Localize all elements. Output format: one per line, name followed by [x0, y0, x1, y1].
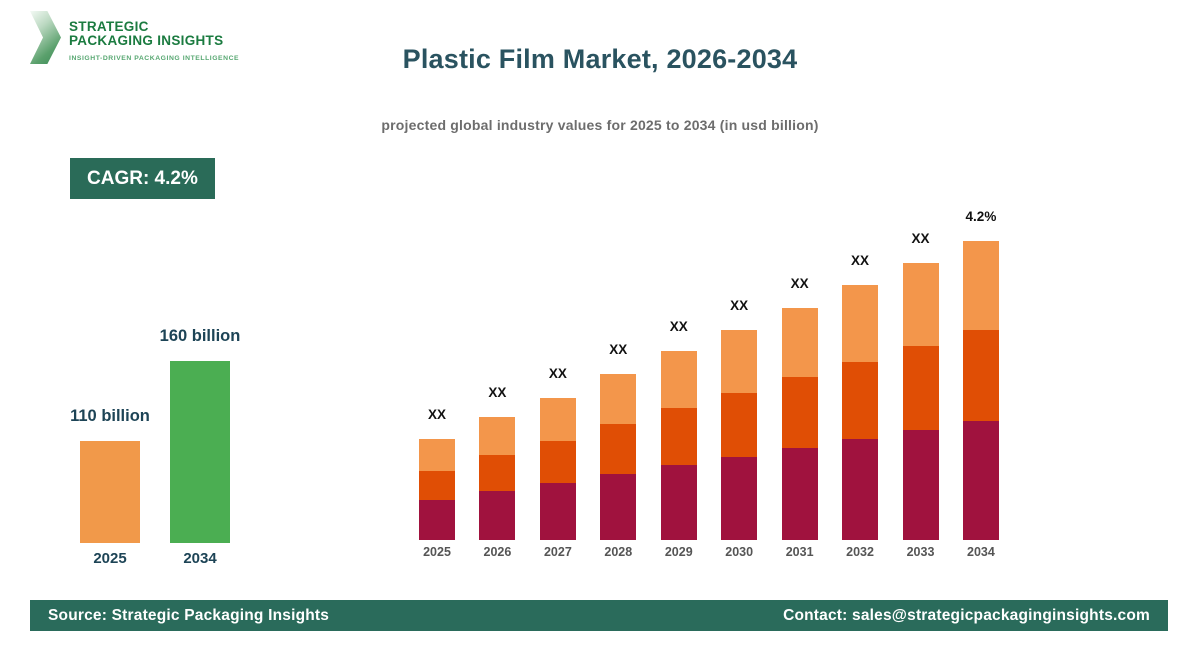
stacked-segment-middle-2025	[419, 471, 455, 500]
stacked-year-label-2034: 2034	[967, 545, 995, 559]
stacked-segment-top-2034	[962, 241, 999, 330]
stacked-year-label-2026: 2026	[483, 545, 512, 559]
stacked-segment-top-2031	[781, 308, 818, 377]
stacked-bar-area-2029: XX	[660, 205, 697, 540]
stacked-segment-top-2027	[539, 398, 576, 441]
logo-line-1: STRATEGIC	[69, 19, 149, 34]
stacked-bar-top-label-2026: XX	[488, 385, 507, 400]
summary-bar-area-2025: 110 billion	[70, 323, 150, 543]
stacked-segment-bottom-2031	[781, 448, 818, 540]
cagr-badge: CAGR: 4.2%	[70, 158, 215, 199]
stacked-segment-top-2032	[842, 285, 879, 362]
stacked-segment-bottom-2029	[660, 465, 697, 540]
stacked-bar-area-2031: XX	[781, 205, 818, 540]
stacked-bar-group-2034: 4.2% 2034	[962, 205, 999, 559]
stacked-bar-area-2028: XX	[600, 205, 637, 540]
stacked-segment-middle-2033	[902, 346, 939, 430]
stacked-segment-middle-2028	[600, 424, 637, 474]
stacked-bar-top-label-2030: XX	[730, 298, 749, 313]
stacked-segment-bottom-2030	[721, 457, 758, 540]
stacked-segment-middle-2026	[479, 455, 516, 491]
stacked-bar-top-label-2031: XX	[790, 276, 809, 291]
stacked-year-label-2025: 2025	[423, 545, 451, 559]
summary-year-label-2034: 2034	[183, 550, 217, 567]
page-subtitle: projected global industry values for 202…	[381, 117, 819, 133]
stacked-segment-top-2030	[721, 330, 758, 393]
stacked-bar-group-2032: XX 2032	[842, 205, 879, 559]
stacked-year-label-2029: 2029	[664, 545, 693, 559]
footer-source-text: Source: Strategic Packaging Insights	[48, 606, 330, 624]
stacked-bar-group-2031: XX 2031	[781, 205, 818, 559]
stacked-year-label-2031: 2031	[785, 545, 814, 559]
stacked-year-label-2033: 2033	[906, 545, 935, 559]
stacked-bar-area-2032: XX	[842, 205, 879, 540]
stacked-segment-middle-2031	[781, 377, 818, 448]
stacked-segment-top-2025	[419, 439, 455, 471]
stacked-bar-top-label-2029: XX	[669, 319, 688, 334]
page-title: Plastic Film Market, 2026-2034	[402, 44, 798, 74]
footer-bar: Source: Strategic Packaging Insights Con…	[30, 600, 1168, 631]
stacked-segment-bottom-2032	[842, 439, 879, 540]
stacked-segment-top-2029	[660, 351, 697, 408]
stacked-bar-chart: XX 2025 XX 2026 XX 2027 XX 2028 XX 2029 XX 2030 XX 20…	[419, 205, 999, 559]
stacked-bar-top-label-2034: 4.2%	[965, 209, 997, 224]
stacked-bar-area-2026: XX	[479, 205, 516, 540]
stacked-bar-top-label-2033: XX	[911, 231, 930, 246]
stacked-bar-area-2030: XX	[721, 205, 758, 540]
stacked-segment-top-2026	[479, 417, 516, 455]
stacked-bar-group-2025: XX 2025	[419, 205, 455, 559]
stacked-segment-middle-2027	[539, 441, 576, 483]
logo: STRATEGIC PACKAGING INSIGHTS INSIGHT-DRI…	[30, 11, 239, 64]
stacked-bar-area-2027: XX	[539, 205, 576, 540]
stacked-year-label-2028: 2028	[604, 545, 633, 559]
stacked-bar-top-label-2025: XX	[427, 407, 446, 422]
stacked-segment-bottom-2026	[479, 491, 516, 540]
stacked-bar-group-2030: XX 2030	[721, 205, 758, 559]
stacked-segment-bottom-2033	[902, 430, 939, 540]
stacked-segment-middle-2029	[660, 408, 697, 465]
stacked-bar-group-2029: XX 2029	[660, 205, 697, 559]
stacked-bar-group-2033: XX 2033	[902, 205, 939, 559]
stacked-year-label-2027: 2027	[543, 545, 572, 559]
summary-bar-2025	[80, 441, 140, 543]
stacked-segment-bottom-2034	[962, 421, 999, 540]
logo-text: STRATEGIC PACKAGING INSIGHTS INSIGHT-DRI…	[69, 11, 239, 62]
footer-contact-text: Contact: sales@strategicpackaginginsight…	[783, 606, 1150, 624]
stacked-bar-group-2026: XX 2026	[479, 205, 516, 559]
summary-bar-chart: 110 billion 2025 160 billion 2034	[70, 323, 241, 567]
stacked-bar-group-2027: XX 2027	[539, 205, 576, 559]
summary-bar-value-2025: 110 billion	[70, 407, 150, 425]
stacked-segment-middle-2030	[721, 393, 758, 457]
stacked-segment-middle-2032	[842, 362, 879, 439]
stacked-year-label-2032: 2032	[846, 545, 874, 559]
stacked-segment-bottom-2028	[600, 474, 637, 540]
stacked-segment-bottom-2027	[539, 483, 576, 540]
summary-bar-value-2034: 160 billion	[159, 327, 241, 345]
stacked-bar-area-2033: XX	[902, 205, 939, 540]
summary-bar-group-2025: 110 billion 2025	[70, 323, 150, 567]
summary-bar-2034	[170, 361, 230, 543]
stacked-bar-group-2028: XX 2028	[600, 205, 637, 559]
summary-bar-area-2034: 160 billion	[159, 323, 241, 543]
stacked-bar-area-2025: XX	[419, 205, 455, 540]
stacked-bar-top-label-2032: XX	[851, 253, 870, 268]
stacked-segment-top-2028	[600, 374, 637, 424]
logo-line-2: PACKAGING INSIGHTS	[69, 33, 224, 49]
stacked-bar-top-label-2027: XX	[548, 366, 567, 381]
summary-year-label-2025: 2025	[93, 550, 127, 567]
summary-bar-group-2034: 160 billion 2034	[160, 323, 241, 567]
stacked-segment-top-2033	[902, 263, 939, 346]
stacked-bar-top-label-2028: XX	[609, 342, 628, 357]
logo-tagline: INSIGHT-DRIVEN PACKAGING INTELLIGENCE	[69, 54, 240, 62]
stacked-segment-middle-2034	[962, 330, 999, 421]
stacked-year-label-2030: 2030	[725, 545, 754, 559]
stacked-segment-bottom-2025	[419, 500, 455, 540]
stacked-bar-area-2034: 4.2%	[962, 205, 999, 540]
